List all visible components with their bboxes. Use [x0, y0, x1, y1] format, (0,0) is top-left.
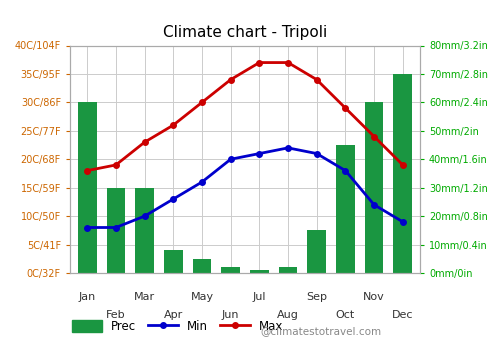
- Bar: [222, 267, 240, 273]
- Title: Climate chart - Tripoli: Climate chart - Tripoli: [163, 25, 327, 40]
- Text: Sep: Sep: [306, 292, 327, 302]
- Bar: [250, 270, 268, 273]
- Text: Jun: Jun: [222, 310, 240, 320]
- Bar: [365, 102, 384, 273]
- Bar: [336, 145, 354, 273]
- Text: Aug: Aug: [277, 310, 299, 320]
- Bar: [278, 267, 297, 273]
- Bar: [106, 188, 125, 273]
- Bar: [164, 250, 182, 273]
- Text: Feb: Feb: [106, 310, 126, 320]
- Text: Oct: Oct: [336, 310, 355, 320]
- Text: Dec: Dec: [392, 310, 413, 320]
- Bar: [78, 102, 96, 273]
- Text: Nov: Nov: [363, 292, 385, 302]
- Text: Apr: Apr: [164, 310, 183, 320]
- Legend: Prec, Min, Max: Prec, Min, Max: [72, 320, 284, 333]
- Text: Mar: Mar: [134, 292, 155, 302]
- Text: May: May: [190, 292, 214, 302]
- Bar: [308, 230, 326, 273]
- Text: @climatestotravel.com: @climatestotravel.com: [260, 326, 381, 336]
- Bar: [394, 74, 412, 273]
- Bar: [192, 259, 212, 273]
- Text: Jul: Jul: [252, 292, 266, 302]
- Bar: [136, 188, 154, 273]
- Text: Jan: Jan: [78, 292, 96, 302]
